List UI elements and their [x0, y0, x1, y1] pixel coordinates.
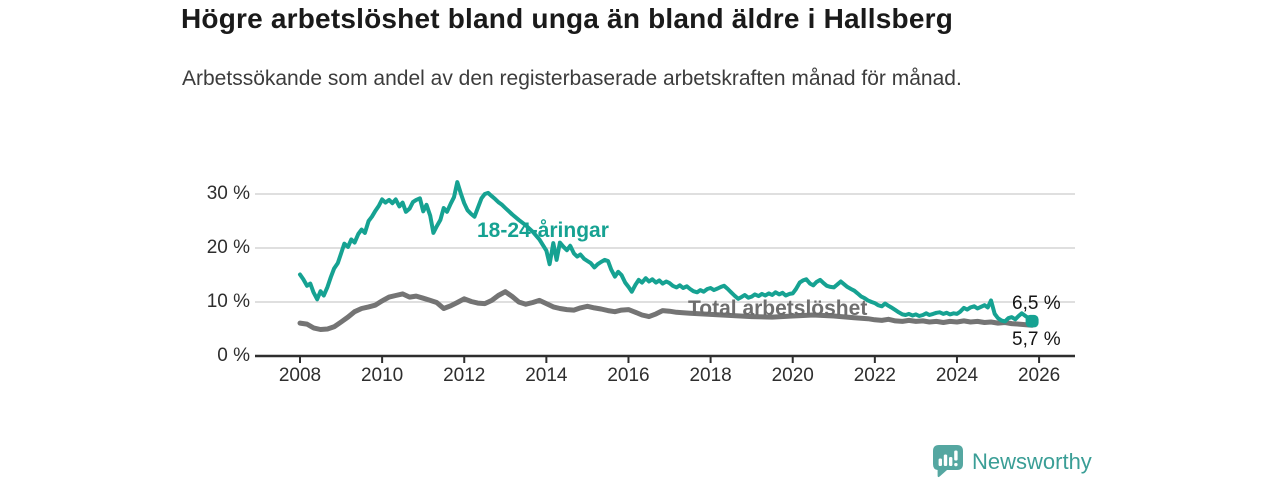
series-label-total: Total arbetslöshet	[688, 297, 868, 320]
x-tick-label: 2012	[443, 365, 486, 386]
series-label-youth: 18-24-åringar	[477, 219, 609, 242]
total-unemployment-line	[297, 289, 1035, 332]
y-tick-label: 20 %	[206, 237, 250, 258]
x-tick-label: 2020	[771, 365, 814, 386]
x-tick-label: 2016	[607, 365, 650, 386]
newsworthy-brand-link[interactable]: Newsworthy	[933, 445, 1092, 478]
y-tick-label: 10 %	[206, 291, 250, 312]
newsworthy-logo-icon	[933, 445, 963, 478]
y-tick-label: 30 %	[206, 183, 250, 204]
chart-title: Högre arbetslöshet bland unga än bland ä…	[181, 3, 954, 34]
end-value-label-total: 5,7 %	[1012, 329, 1061, 350]
brand-wordmark: Newsworthy	[972, 448, 1092, 474]
x-tick-label: 2024	[935, 365, 979, 386]
x-tick-label: 2014	[525, 365, 568, 386]
x-tick-label: 2008	[278, 365, 322, 386]
youth-end-marker	[1025, 314, 1039, 328]
chart-subtitle: Arbetssökande som andel av den registerb…	[182, 67, 962, 90]
y-tick-label: 0 %	[217, 345, 250, 366]
x-tick-label: 2010	[360, 365, 404, 386]
end-value-label-youth: 6,5 %	[1012, 293, 1061, 314]
x-tick-label: 2018	[689, 365, 732, 386]
youth-unemployment-line	[298, 180, 1035, 324]
x-tick-label: 2022	[853, 365, 896, 386]
x-tick-label: 2026	[1017, 365, 1061, 386]
